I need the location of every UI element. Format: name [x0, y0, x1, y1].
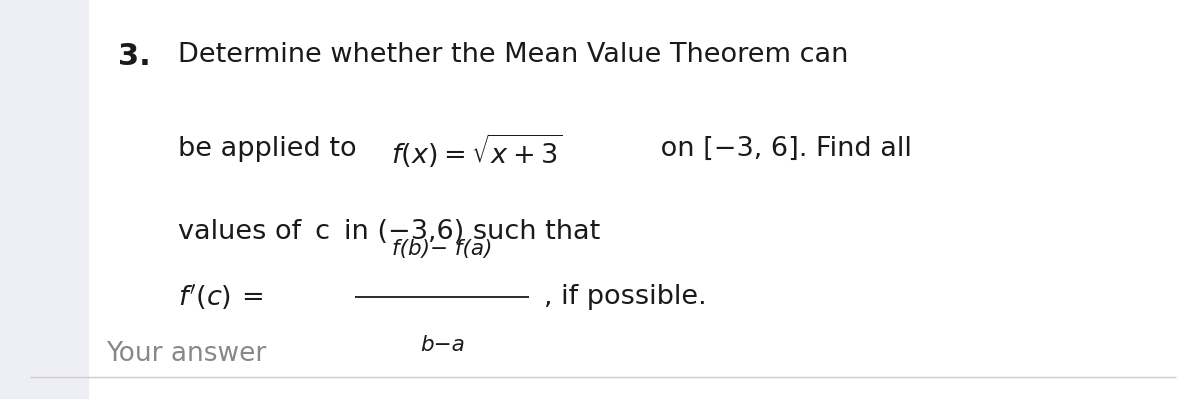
Text: Your answer: Your answer: [106, 341, 266, 367]
Text: be applied to: be applied to: [178, 136, 365, 162]
Text: Determine whether the Mean Value Theorem can: Determine whether the Mean Value Theorem…: [178, 42, 848, 68]
Text: on [−3, 6]. Find all: on [−3, 6]. Find all: [652, 136, 912, 162]
Text: $f'(c)\, =$: $f'(c)\, =$: [178, 282, 263, 312]
Bar: [0, 0, 88, 399]
Text: , if possible.: , if possible.: [544, 284, 707, 310]
Text: values of  c  in (−3,6) such that: values of c in (−3,6) such that: [178, 219, 600, 245]
Text: $f(x) = \sqrt{x+3}$: $f(x) = \sqrt{x+3}$: [391, 132, 563, 170]
Text: f(b)− f(a): f(b)− f(a): [392, 239, 492, 259]
Text: 3.: 3.: [118, 42, 150, 71]
Text: b−a: b−a: [420, 335, 464, 355]
